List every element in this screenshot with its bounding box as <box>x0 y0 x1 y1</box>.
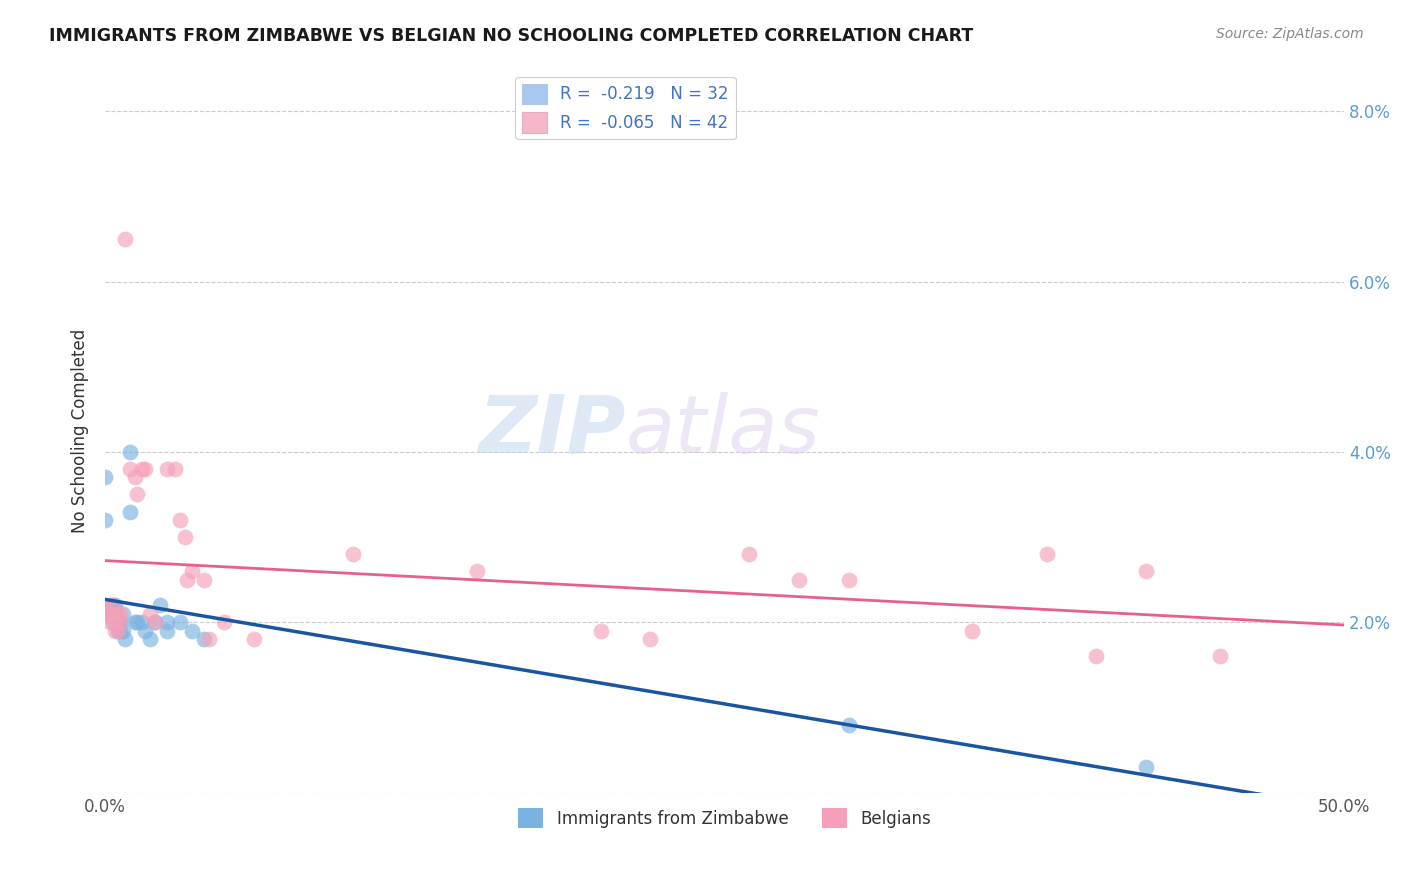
Point <box>131 615 153 630</box>
Point <box>111 607 134 621</box>
Point <box>156 462 179 476</box>
Point <box>838 573 860 587</box>
Point <box>98 607 121 621</box>
Point <box>1085 649 1108 664</box>
Point <box>134 462 156 476</box>
Point <box>169 513 191 527</box>
Point <box>118 504 141 518</box>
Point <box>127 615 149 630</box>
Point <box>181 564 204 578</box>
Point <box>243 632 266 647</box>
Point <box>787 573 810 587</box>
Point <box>118 445 141 459</box>
Point <box>131 462 153 476</box>
Point <box>962 624 984 638</box>
Point <box>118 462 141 476</box>
Point <box>156 624 179 638</box>
Point <box>98 599 121 613</box>
Point <box>176 573 198 587</box>
Point <box>108 615 131 630</box>
Point <box>149 599 172 613</box>
Text: Source: ZipAtlas.com: Source: ZipAtlas.com <box>1216 27 1364 41</box>
Point <box>127 487 149 501</box>
Point <box>97 607 120 621</box>
Point <box>107 624 129 638</box>
Point <box>104 607 127 621</box>
Point <box>104 599 127 613</box>
Point <box>94 599 117 613</box>
Point <box>107 607 129 621</box>
Legend: Immigrants from Zimbabwe, Belgians: Immigrants from Zimbabwe, Belgians <box>512 801 938 835</box>
Point <box>589 624 612 638</box>
Point <box>193 632 215 647</box>
Point <box>107 624 129 638</box>
Point <box>108 607 131 621</box>
Point <box>108 615 131 630</box>
Point <box>94 513 117 527</box>
Point <box>101 599 124 613</box>
Point <box>101 607 124 621</box>
Point <box>98 607 121 621</box>
Point <box>181 624 204 638</box>
Point <box>124 615 146 630</box>
Point <box>101 607 124 621</box>
Point <box>1209 649 1232 664</box>
Point <box>838 717 860 731</box>
Point <box>1135 760 1157 774</box>
Text: ZIP: ZIP <box>478 392 626 469</box>
Y-axis label: No Schooling Completed: No Schooling Completed <box>72 328 89 533</box>
Text: atlas: atlas <box>626 392 820 469</box>
Point <box>101 599 124 613</box>
Point <box>94 470 117 484</box>
Point <box>114 232 136 246</box>
Point <box>134 624 156 638</box>
Point <box>111 624 134 638</box>
Point <box>163 462 186 476</box>
Point <box>139 632 162 647</box>
Point <box>104 615 127 630</box>
Point <box>173 530 195 544</box>
Point <box>139 607 162 621</box>
Point <box>101 615 124 630</box>
Point <box>342 547 364 561</box>
Point <box>143 615 166 630</box>
Point <box>193 573 215 587</box>
Point <box>465 564 488 578</box>
Point <box>156 615 179 630</box>
Point <box>104 624 127 638</box>
Point <box>124 470 146 484</box>
Point <box>114 632 136 647</box>
Text: IMMIGRANTS FROM ZIMBABWE VS BELGIAN NO SCHOOLING COMPLETED CORRELATION CHART: IMMIGRANTS FROM ZIMBABWE VS BELGIAN NO S… <box>49 27 973 45</box>
Point <box>1135 564 1157 578</box>
Point <box>169 615 191 630</box>
Point <box>640 632 662 647</box>
Point <box>143 615 166 630</box>
Point <box>107 615 129 630</box>
Point <box>738 547 761 561</box>
Point <box>1036 547 1059 561</box>
Point <box>98 615 121 630</box>
Point <box>198 632 221 647</box>
Point <box>212 615 235 630</box>
Point <box>108 624 131 638</box>
